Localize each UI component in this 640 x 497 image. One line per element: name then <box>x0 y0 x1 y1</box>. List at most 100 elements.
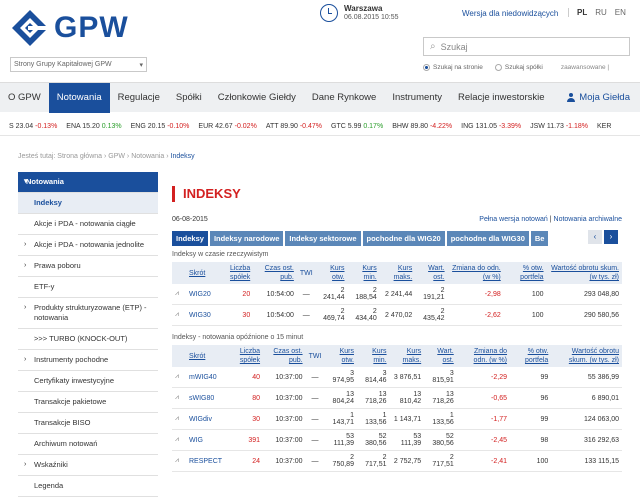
sidebar-item[interactable]: ETF-y <box>18 277 158 298</box>
column-header[interactable]: Zmiana do odn. (w %) <box>456 345 511 367</box>
column-header[interactable]: Zmiana do odn. (w %) <box>447 262 504 284</box>
ticker-item[interactable]: KER <box>597 123 612 130</box>
gpw-logo[interactable]: GPW <box>10 8 129 48</box>
tab-indeksy-sektorowe[interactable]: Indeksy sektorowe <box>285 230 361 246</box>
sidebar-item[interactable]: › Produkty strukturyzowane (ETP) - notowa… <box>18 298 158 329</box>
chevron-left-icon[interactable]: ‹ <box>588 230 602 244</box>
ticker-item[interactable]: ENA 15.20 0.13% <box>66 123 122 130</box>
sidebar-item[interactable]: ▾ Notowania <box>18 172 158 193</box>
index-name-link[interactable]: WIGdiv <box>186 408 226 430</box>
index-name-link[interactable]: mWIG40 <box>186 367 226 388</box>
sidebar-item[interactable]: Akcje i PDA - notowania ciągłe <box>18 214 158 235</box>
sidebar-item[interactable]: Certyfikaty inwestycyjne <box>18 371 158 392</box>
column-header[interactable]: Skrót <box>186 262 214 284</box>
column-header[interactable]: Kurs min. <box>356 345 390 367</box>
index-name-link[interactable]: WIG30 <box>186 304 214 326</box>
ticker-item[interactable]: ATT 89.90 -0.47% <box>265 123 323 130</box>
full-quotes-link[interactable]: Pełna wersja notowań <box>479 216 548 223</box>
index-name-link[interactable]: RESPECT <box>186 450 226 472</box>
column-header[interactable]: Wartość obrotu skum. (w tys. zł) <box>546 262 622 284</box>
column-header[interactable]: Wart. ost. <box>424 345 457 367</box>
index-name-link[interactable]: WIG <box>186 429 226 451</box>
sidebar-item[interactable]: › Wskaźniki <box>18 455 158 476</box>
tab-pochodne-wig30[interactable]: pochodne dla WIG30 <box>446 230 529 246</box>
column-header[interactable]: % otw. portfela <box>510 345 552 367</box>
table-cell: 3 815,91 <box>424 367 457 388</box>
table-cell: 13 810,42 <box>389 387 425 409</box>
chart-icon[interactable]: ⩘ <box>172 284 186 305</box>
sidebar-item[interactable]: Transakcje pakietowe <box>18 392 158 413</box>
column-header[interactable]: TWI <box>296 262 316 284</box>
sidebar-item[interactable]: >>> TURBO (KNOCK-OUT) <box>18 329 158 350</box>
nav-item-notowania[interactable]: Notowania <box>48 82 110 113</box>
sidebar-item[interactable]: Archiwum notowań <box>18 434 158 455</box>
lang-en[interactable]: EN <box>614 8 626 17</box>
nav-item-dane-rynkowe[interactable]: Dane Rynkowe <box>311 91 377 103</box>
column-header[interactable]: Skrót <box>186 345 226 367</box>
advanced-search-link[interactable]: zaawansowane | <box>560 64 610 71</box>
ticker-item[interactable]: ENG 20.15 -0.10% <box>130 123 190 130</box>
sidebar-item[interactable]: Legenda <box>18 476 158 497</box>
search-icon[interactable]: ⌕ <box>430 41 436 52</box>
index-name-link[interactable]: sWIG80 <box>186 387 226 409</box>
sidebar-item[interactable]: › Prawa poboru <box>18 256 158 277</box>
column-header[interactable]: Kurs otw. <box>315 262 348 284</box>
sidebar-item-label: Instrumenty pochodne <box>34 355 109 364</box>
column-header[interactable]: Wartość obrotu skum. (w tys. zł) <box>551 345 622 367</box>
nav-item-relacje[interactable]: Relacje inwestorskie <box>457 91 545 103</box>
archive-quotes-link[interactable]: Notowania archiwalne <box>553 216 622 223</box>
low-vision-link[interactable]: Wersja dla niedowidzących <box>462 9 559 18</box>
radio-search-company[interactable]: Szukaj spółki <box>494 64 543 71</box>
column-header[interactable]: Kurs otw. <box>324 345 357 367</box>
chart-icon[interactable]: ⩘ <box>172 450 186 472</box>
index-name-link[interactable]: WIG20 <box>186 284 214 305</box>
my-exchange-link[interactable]: Moja Giełda <box>567 92 640 103</box>
gpw-logo-icon <box>12 10 48 46</box>
lang-ru[interactable]: RU <box>595 8 607 17</box>
radio-search-site[interactable]: Szukaj na stronie <box>423 64 483 71</box>
chart-icon[interactable]: ⩘ <box>172 408 186 430</box>
tab-pochodne-wig20[interactable]: pochodne dla WIG20 <box>362 230 445 246</box>
column-header[interactable]: Liczba spółek <box>225 345 264 367</box>
ticker-item[interactable]: BHW 89.80 -4.22% <box>392 123 453 130</box>
lang-pl[interactable]: PL <box>577 8 588 17</box>
nav-item-czlonkowie[interactable]: Członkowie Giełdy <box>217 91 296 103</box>
chevron-right-icon[interactable]: › <box>604 230 618 244</box>
column-header[interactable]: Kurs maks. <box>389 345 425 367</box>
table-cell: 100 <box>503 284 547 305</box>
chart-icon[interactable]: ⩘ <box>172 387 186 409</box>
tab-indeksy[interactable]: Indeksy <box>172 230 208 246</box>
ticker-item[interactable]: ING 131.05 -3.39% <box>461 123 522 130</box>
sidebar-item[interactable]: › Instrumenty pochodne <box>18 350 158 371</box>
column-header[interactable]: % otw. portfela <box>503 262 547 284</box>
ticker-item[interactable]: GTC 5.99 0.17% <box>331 123 384 130</box>
sidebar-item[interactable]: › Akcje i PDA - notowania jednolite <box>18 235 158 256</box>
nav-item-spolki[interactable]: Spółki <box>175 91 202 103</box>
nav-item-o-gpw[interactable]: O GPW <box>8 91 41 103</box>
column-header[interactable]: TWI <box>305 345 325 367</box>
tab-be[interactable]: Be <box>530 230 549 246</box>
column-header[interactable]: Kurs maks. <box>379 262 416 284</box>
column-header[interactable]: Liczba spółek <box>213 262 254 284</box>
chart-icon[interactable]: ⩘ <box>172 304 186 326</box>
breadcrumb-path[interactable]: Jesteś tutaj: Strona główna › GPW › Noto… <box>18 153 171 160</box>
column-header[interactable]: Wart. ost. <box>415 262 448 284</box>
ticker-item[interactable]: JSW 11.73 -1.18% <box>530 123 588 130</box>
tab-indeksy-narodowe[interactable]: Indeksy narodowe <box>209 230 284 246</box>
ticker-item[interactable]: S 23.04 -0.13% <box>9 123 58 130</box>
search-input[interactable]: ⌕ Szukaj <box>423 37 630 56</box>
nav-item-regulacje[interactable]: Regulacje <box>117 91 160 103</box>
column-header[interactable]: Kurs min. <box>347 262 380 284</box>
sidebar-item[interactable]: Transakcje BISO <box>18 413 158 434</box>
column-header[interactable]: Czas ost. pub. <box>263 345 306 367</box>
chart-icon[interactable]: ⩘ <box>172 367 186 388</box>
chart-icon[interactable]: ⩘ <box>172 429 186 451</box>
section-delayed-label: Indeksy - notowania opóźnione o 15 minut <box>172 334 304 341</box>
ticker-item[interactable]: EUR 42.67 -0.02% <box>198 123 257 130</box>
sidebar-item[interactable]: Indeksy <box>18 193 158 214</box>
nav-item-instrumenty[interactable]: Instrumenty <box>392 91 442 103</box>
sidebar-item-label: Akcje i PDA - notowania ciągłe <box>34 219 136 228</box>
column-header[interactable]: Czas ost. pub. <box>253 262 297 284</box>
table-cell: 2 241,44 <box>379 284 416 305</box>
site-select[interactable]: Strony Grupy Kapitałowej GPW ▾ <box>10 57 147 72</box>
